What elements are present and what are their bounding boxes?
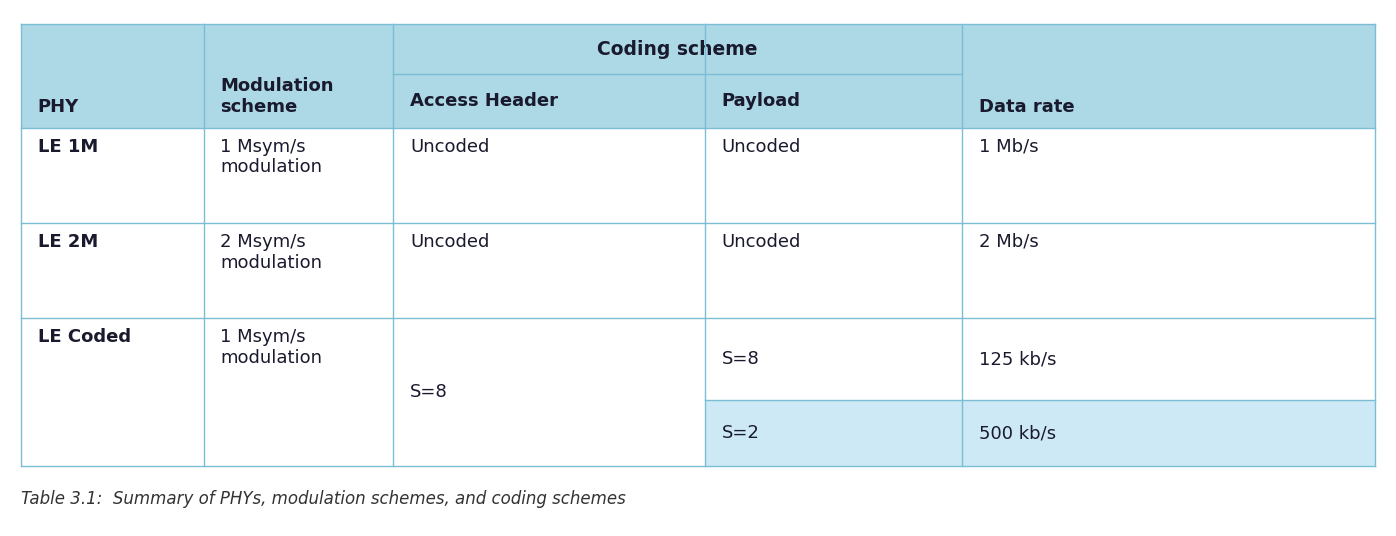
Text: Coding scheme: Coding scheme (597, 40, 758, 58)
Text: LE 2M: LE 2M (38, 233, 98, 251)
Text: Table 3.1:  Summary of PHYs, modulation schemes, and coding schemes: Table 3.1: Summary of PHYs, modulation s… (21, 490, 625, 509)
Bar (204, 223, 394, 318)
Bar (394, 128, 705, 223)
Text: Uncoded: Uncoded (410, 233, 490, 251)
Text: PHY: PHY (38, 98, 80, 116)
Text: 2 Msym/s
modulation: 2 Msym/s modulation (221, 233, 322, 272)
Bar (394, 24, 962, 74)
Bar (204, 24, 394, 128)
Text: 2 Mb/s: 2 Mb/s (979, 233, 1039, 251)
Bar (962, 128, 1375, 223)
Bar (394, 74, 705, 128)
Text: S=8: S=8 (410, 383, 448, 401)
Bar (962, 400, 1375, 466)
Bar (705, 74, 962, 128)
Bar (21, 223, 204, 318)
Text: 1 Mb/s: 1 Mb/s (979, 138, 1039, 155)
Bar (705, 223, 962, 318)
Text: LE Coded: LE Coded (38, 328, 131, 346)
Bar (705, 400, 962, 466)
Text: Uncoded: Uncoded (722, 233, 801, 251)
Text: Modulation
scheme: Modulation scheme (221, 77, 334, 116)
Bar (394, 223, 705, 318)
Text: 500 kb/s: 500 kb/s (979, 424, 1055, 442)
Bar (21, 128, 204, 223)
Text: LE 1M: LE 1M (38, 138, 98, 155)
Text: Data rate: Data rate (979, 98, 1075, 116)
Bar (962, 318, 1375, 400)
Bar (21, 24, 204, 128)
Text: 125 kb/s: 125 kb/s (979, 350, 1057, 368)
Bar (204, 318, 394, 466)
Text: S=2: S=2 (722, 424, 759, 442)
Bar (21, 318, 204, 466)
Bar (705, 318, 962, 400)
Text: 1 Msym/s
modulation: 1 Msym/s modulation (221, 328, 322, 367)
Text: Uncoded: Uncoded (722, 138, 801, 155)
Text: Uncoded: Uncoded (410, 138, 490, 155)
Text: Payload: Payload (722, 92, 800, 110)
Bar (394, 318, 705, 466)
Text: Access Header: Access Header (410, 92, 558, 110)
Bar (962, 24, 1375, 128)
Text: 1 Msym/s
modulation: 1 Msym/s modulation (221, 138, 322, 176)
Bar (204, 128, 394, 223)
Bar (705, 128, 962, 223)
Text: S=8: S=8 (722, 350, 759, 368)
Bar (962, 223, 1375, 318)
